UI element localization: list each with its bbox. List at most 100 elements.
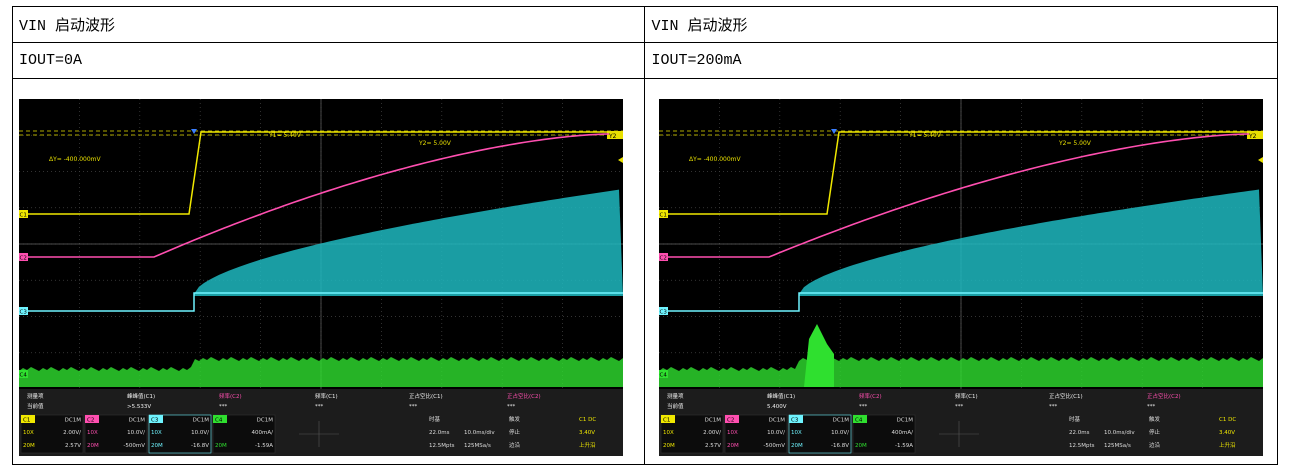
channel-tag: C1 <box>660 213 667 219</box>
channel-tag: C3 <box>20 310 28 316</box>
measure-value: *** <box>1049 404 1058 410</box>
measure-value: 5.400V <box>767 404 787 410</box>
nav-cross <box>939 421 980 447</box>
channel-name: C2 <box>727 418 734 424</box>
measure-header: 峰峰值(C1) <box>767 392 795 400</box>
channel-probe: 10X <box>87 430 98 436</box>
trace-c2 <box>19 133 610 258</box>
timebase-item: 时基 <box>429 415 441 423</box>
channel-tag-bg <box>659 210 669 218</box>
timebase-item: 22.0ms <box>429 430 450 436</box>
channel-offset: -1.59A <box>895 443 913 449</box>
cursor-label: Y1= 5.40V <box>268 132 302 139</box>
channel-bw: 20M <box>663 443 675 449</box>
channel-probe: 10X <box>151 430 162 436</box>
y2-tag-bg <box>1247 131 1264 139</box>
cell: Y1= 5.40V Y2= 5.00V ΔY= -400.000mV Y2 C1 C2 C3… <box>11 78 646 465</box>
channel-scale: 2.00V/ <box>704 430 722 436</box>
channel-tag: C1 <box>20 213 27 219</box>
doc-table: VIN 启动波形 VIN 启动波形 IOUT=0A IOUT=200mA Y1= 5… <box>11 6 1278 465</box>
channel-name-bg <box>725 415 740 423</box>
trigger-item: 触发 <box>509 415 521 423</box>
trace-c4-spike <box>804 324 835 387</box>
channel-bw: 20M <box>215 443 227 449</box>
trace-c3 <box>19 292 623 312</box>
trigger-item: 3.40V <box>1219 430 1235 436</box>
scope-screenshot: Y1= 5.40V Y2= 5.00V ΔY= -400.000mV Y2 C1 C2 C3… <box>19 99 623 456</box>
measure-value: *** <box>219 404 228 410</box>
trigger-item: 停止 <box>509 428 521 436</box>
trace-c3 <box>659 292 1264 312</box>
channel-bw: 20M <box>855 443 867 449</box>
channel-name-bg <box>789 415 804 423</box>
channel-name-bg <box>853 415 868 423</box>
trace-c1 <box>19 131 609 215</box>
channel-bw: 20M <box>87 443 99 449</box>
measure-value: *** <box>409 404 418 410</box>
channel-tag-bg <box>19 253 28 261</box>
timebase-item: 12.5Mpts <box>429 443 455 449</box>
channel-offset: -1.59A <box>255 443 273 449</box>
timebase-item: 22.0ms <box>1069 430 1090 436</box>
channel-bw: 20M <box>791 443 803 449</box>
timebase-item: 时基 <box>1069 415 1081 423</box>
trigger-marker <box>831 129 838 134</box>
trace-c2 <box>659 133 1250 258</box>
trigger-item: 边沿 <box>1149 441 1161 449</box>
trigger-item: C1 DC <box>579 417 596 423</box>
measure-header: 频率(C1) <box>315 392 338 400</box>
row: VIN 启动波形 VIN 启动波形 <box>11 6 1278 43</box>
cell: Y1= 5.40V Y2= 5.00V ΔY= -400.000mV Y2 C1 C2 C3… <box>644 78 1278 465</box>
channel-name: C1 <box>23 418 30 424</box>
trigger-item: 停止 <box>1149 428 1161 436</box>
channel-coupling: DC1M <box>769 418 786 424</box>
measure-header: 正占空比(C2) <box>1147 392 1181 400</box>
channel-offset: -500mV <box>123 443 145 449</box>
channel-scale: 10.0V/ <box>768 430 786 436</box>
trigger-item: 触发 <box>1149 415 1161 423</box>
row: IOUT=0A IOUT=200mA <box>11 42 1278 79</box>
channel-name: C3 <box>151 418 159 424</box>
channel-name: C1 <box>663 418 670 424</box>
channel-name-bg <box>213 415 227 423</box>
trace-c4 <box>19 357 623 387</box>
nav-cross <box>299 421 339 447</box>
trace-c1 <box>659 131 1250 215</box>
trigger-item: 上升沿 <box>579 441 596 449</box>
channel-coupling: DC1M <box>705 418 722 424</box>
measure-value: *** <box>1147 404 1156 410</box>
channel-offset: -16.8V <box>831 443 849 449</box>
trigger-marker <box>191 129 197 134</box>
channel-coupling: DC1M <box>129 418 146 424</box>
cell: VIN 启动波形 <box>644 6 1278 43</box>
timebase-item: 125MSa/s <box>1104 443 1131 449</box>
timebase-item: 10.0ms/div <box>1104 430 1135 436</box>
trigger-item: 边沿 <box>509 441 521 449</box>
channel-name-bg <box>149 415 163 423</box>
channel-tag-bg <box>19 210 28 218</box>
channel-tag-bg <box>659 307 669 315</box>
measure-value: *** <box>955 404 964 410</box>
delta-label: ΔY= -400.000mV <box>689 156 742 163</box>
measure-header: 频率(C2) <box>219 392 242 400</box>
channel-probe: 10X <box>663 430 674 436</box>
channel-tag-bg <box>659 253 669 261</box>
channel-tag: C2 <box>660 256 667 262</box>
channel-tag: C4 <box>20 373 28 379</box>
channel-probe: 10X <box>727 430 738 436</box>
scope-screenshot: Y1= 5.40V Y2= 5.00V ΔY= -400.000mV Y2 C1 C2 C3… <box>659 99 1264 456</box>
measure-header: 测量项 <box>667 392 684 400</box>
cursor-label: Y2= 5.00V <box>1058 140 1092 147</box>
trigger-item: 3.40V <box>579 430 595 436</box>
measure-value: >5.533V <box>127 404 151 410</box>
cursor-label: Y1= 5.40V <box>908 132 942 139</box>
measure-value: *** <box>507 404 516 410</box>
channel-probe: 10X <box>23 430 34 436</box>
channel-name: C4 <box>215 418 223 424</box>
channel-scale: 10.0V/ <box>127 430 145 436</box>
channel-offset: 2.57V <box>65 443 81 449</box>
channel-name-bg <box>661 415 676 423</box>
channel-scale: 2.00V/ <box>63 430 81 436</box>
channel-coupling: DC1M <box>833 418 850 424</box>
measure-value: *** <box>315 404 324 410</box>
